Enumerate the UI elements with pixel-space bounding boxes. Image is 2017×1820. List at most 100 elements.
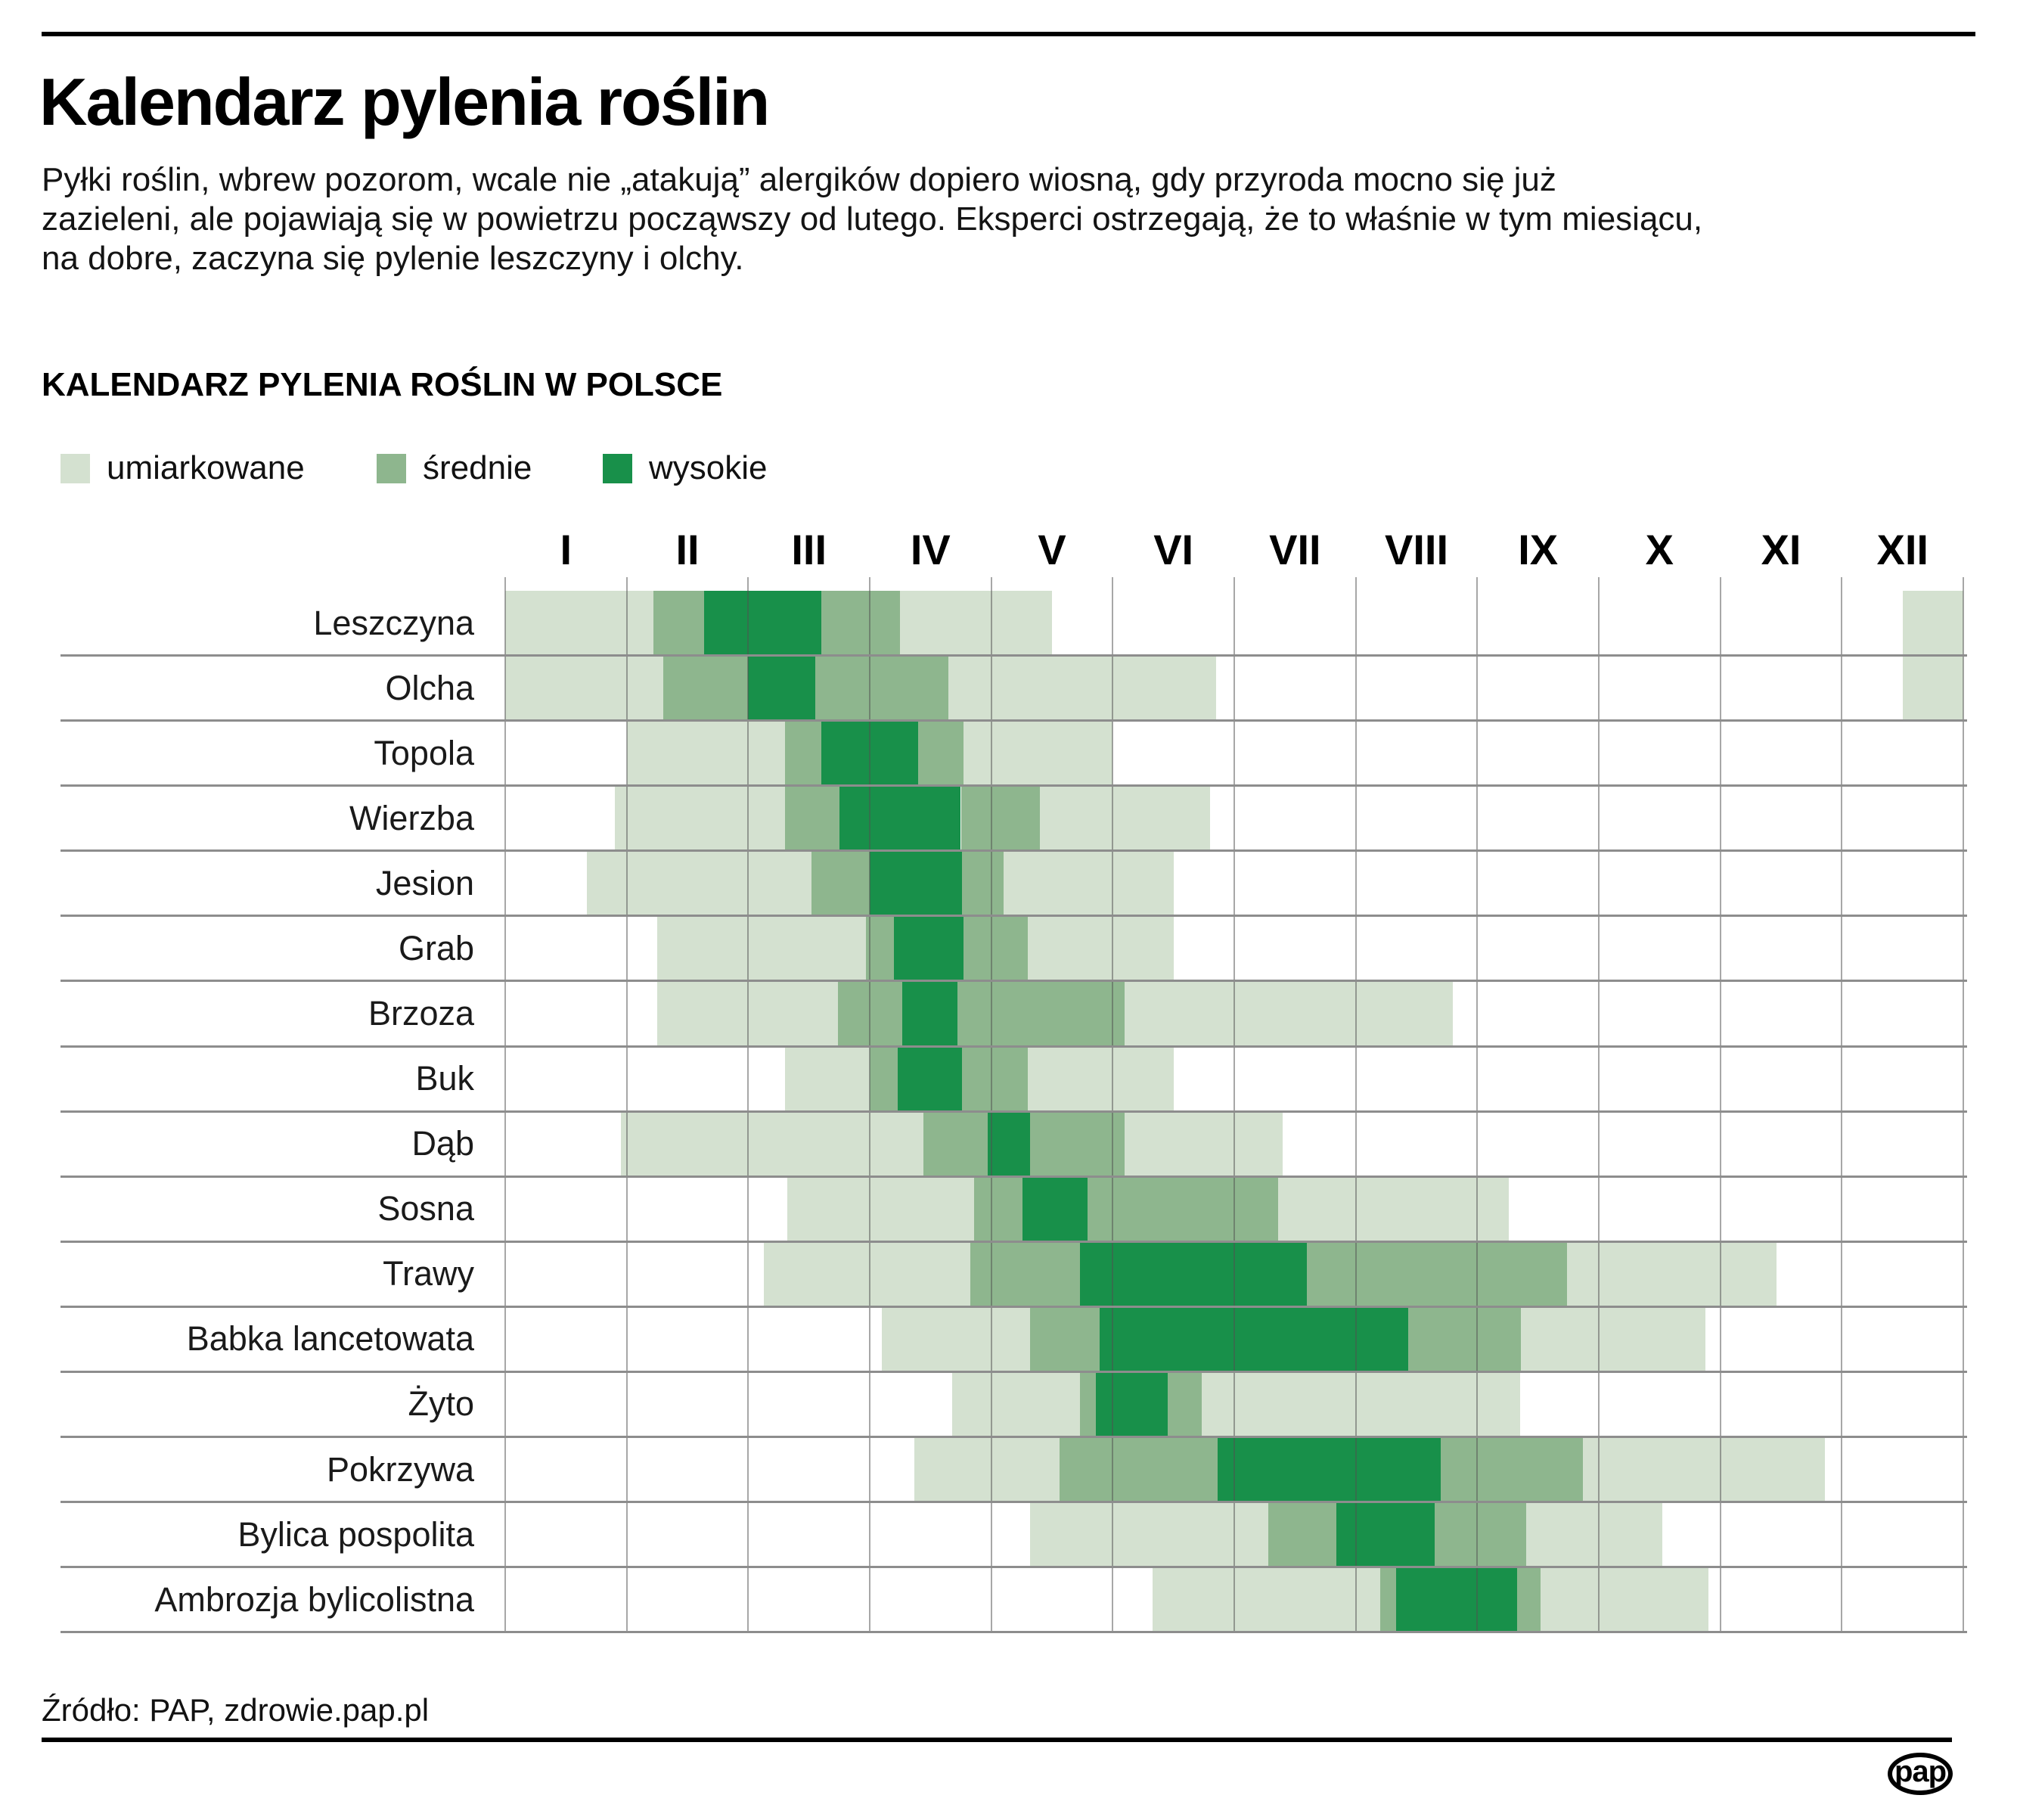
grid-hline bbox=[61, 654, 1967, 657]
pollen-segment-light bbox=[1277, 1176, 1510, 1242]
legend-swatch-medium bbox=[377, 453, 406, 483]
pollen-segment-medium bbox=[784, 720, 821, 786]
pollen-segment-light bbox=[1525, 1502, 1662, 1567]
pollen-segment-medium bbox=[1030, 1306, 1100, 1372]
pap-logo: pap bbox=[1888, 1753, 1953, 1795]
pollen-segment-medium bbox=[1407, 1306, 1522, 1372]
grid-hline bbox=[61, 1436, 1967, 1439]
month-tick-label: II bbox=[675, 526, 700, 573]
pollen-segment-light bbox=[1027, 1046, 1174, 1112]
row-label: Grab bbox=[398, 928, 474, 967]
pollen-segment-light bbox=[505, 655, 663, 721]
pollen-segment-high bbox=[1395, 1567, 1518, 1632]
intro-line: Pyłki roślin, wbrew pozorom, wcale nie „… bbox=[42, 161, 1556, 198]
pollen-segment-light bbox=[586, 850, 811, 916]
grid-hline bbox=[61, 1370, 1967, 1373]
pollen-segment-medium bbox=[970, 1241, 1080, 1307]
pollen-segment-medium bbox=[653, 590, 705, 656]
pollen-segment-medium bbox=[1517, 1567, 1541, 1632]
top-rule bbox=[42, 32, 1975, 36]
intro-line: zazieleni, ale pojawiają się w powietrzu… bbox=[42, 200, 1703, 238]
row-label: Żyto bbox=[408, 1384, 474, 1424]
pap-logo-text: pap bbox=[1894, 1755, 1947, 1788]
grid-vline bbox=[1841, 577, 1843, 1632]
row-label: Leszczyna bbox=[313, 603, 474, 642]
row-label: Sosna bbox=[377, 1189, 474, 1228]
page-title: Kalendarz pylenia roślin bbox=[39, 64, 770, 139]
intro-line: na dobre, zaczyna się pylenie leszczyny … bbox=[42, 240, 744, 277]
pollen-segment-light bbox=[948, 655, 1216, 721]
pollen-segment-light bbox=[900, 590, 1052, 656]
pollen-segment-light bbox=[656, 915, 867, 981]
pollen-segment-high bbox=[1336, 1502, 1435, 1567]
pollen-segment-light bbox=[914, 1436, 1060, 1502]
pollen-segment-high bbox=[902, 980, 957, 1047]
pollen-segment-high bbox=[1079, 1241, 1308, 1307]
pollen-segment-high bbox=[1217, 1436, 1441, 1502]
legend-item-high: wysokie bbox=[603, 449, 768, 486]
grid-hline bbox=[61, 1110, 1967, 1113]
pollen-segment-high bbox=[748, 655, 815, 721]
pollen-segment-light bbox=[1567, 1241, 1777, 1307]
grid-vline bbox=[1963, 577, 1965, 1632]
pollen-segment-light bbox=[882, 1306, 1031, 1372]
grid-hline bbox=[61, 980, 1967, 983]
pollen-segment-light bbox=[1540, 1567, 1708, 1632]
pollen-segment-medium bbox=[1167, 1371, 1202, 1437]
grid-vline bbox=[1354, 577, 1357, 1632]
pollen-segment-high bbox=[870, 850, 963, 916]
pollen-segment-medium bbox=[811, 850, 870, 916]
pollen-segment-high bbox=[1099, 1306, 1408, 1372]
pollen-segment-light bbox=[764, 1241, 971, 1307]
month-tick-label: X bbox=[1645, 526, 1674, 573]
row-label: Topola bbox=[374, 733, 474, 772]
legend-item-medium: średnie bbox=[377, 449, 532, 486]
pollen-segment-light bbox=[784, 1046, 870, 1112]
pollen-segment-light bbox=[1030, 1502, 1268, 1567]
row-label: Buk bbox=[415, 1059, 474, 1098]
grid-vline bbox=[1719, 577, 1721, 1632]
row-label: Ambrozja bylicolistna bbox=[154, 1579, 474, 1619]
pollen-segment-light bbox=[1201, 1371, 1520, 1437]
grid-hline bbox=[61, 1305, 1967, 1308]
grid-hline bbox=[61, 1501, 1967, 1504]
pollen-segment-light bbox=[1153, 1567, 1380, 1632]
grid-vline bbox=[990, 577, 992, 1632]
grid-vline bbox=[504, 577, 506, 1632]
pollen-segment-light bbox=[787, 1176, 975, 1242]
legend-item-light: umiarkowane bbox=[61, 449, 305, 486]
pollen-segment-high bbox=[894, 915, 964, 981]
grid-hline bbox=[61, 1631, 1967, 1634]
legend-label: średnie bbox=[423, 449, 532, 486]
row-label: Brzoza bbox=[368, 994, 474, 1033]
grid-vline bbox=[869, 577, 870, 1632]
row-label: Babka lancetowata bbox=[186, 1319, 474, 1359]
grid-vline bbox=[747, 577, 749, 1632]
month-tick-label: I bbox=[560, 526, 573, 573]
pollen-segment-medium bbox=[1441, 1436, 1584, 1502]
month-tick-label: VI bbox=[1153, 526, 1194, 573]
pollen-segment-light bbox=[505, 590, 654, 656]
pollen-segment-high bbox=[704, 590, 821, 656]
month-tick-label: VII bbox=[1269, 526, 1321, 573]
pollen-segment-medium bbox=[866, 915, 895, 981]
bottom-rule bbox=[42, 1738, 1952, 1742]
grid-hline bbox=[61, 719, 1967, 722]
grid-hline bbox=[61, 1566, 1967, 1569]
grid-hline bbox=[61, 849, 1967, 853]
pollen-segment-light bbox=[1521, 1306, 1706, 1372]
pollen-segment-light bbox=[963, 720, 1113, 786]
pollen-segment-light bbox=[626, 720, 785, 786]
pollen-segment-high bbox=[987, 1111, 1031, 1177]
pollen-segment-high bbox=[839, 785, 961, 851]
pollen-segment-high bbox=[1095, 1371, 1168, 1437]
legend-swatch-high bbox=[603, 453, 632, 483]
month-tick-label: VIII bbox=[1385, 526, 1449, 573]
row-label: Jesion bbox=[375, 863, 474, 902]
pollen-segment-medium bbox=[870, 1046, 898, 1112]
pollen-segment-medium bbox=[1435, 1502, 1526, 1567]
pollen-segment-light bbox=[1902, 655, 1964, 721]
pollen-segment-medium bbox=[784, 785, 839, 851]
